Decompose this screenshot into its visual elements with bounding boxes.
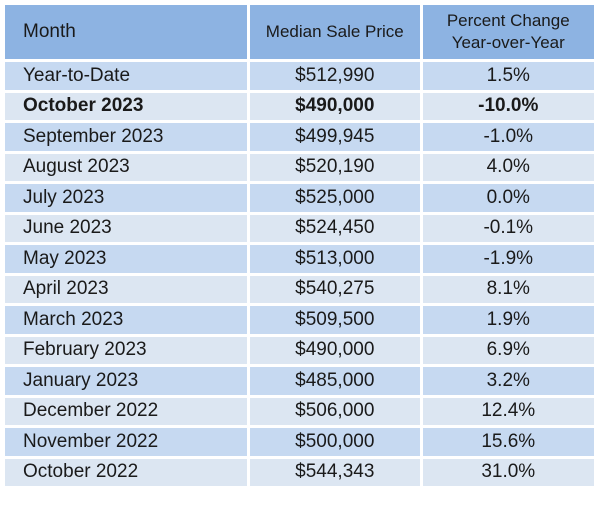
- cell-percent-change: -10.0%: [422, 92, 594, 120]
- cell-median-sale-price: $490,000: [250, 336, 420, 364]
- cell-median-sale-price: $512,990: [250, 62, 420, 90]
- table-row: July 2023 $525,000 0.0%: [5, 184, 594, 212]
- cell-month: April 2023: [5, 275, 248, 303]
- table-row: September 2023 $499,945 -1.0%: [5, 123, 594, 151]
- cell-percent-change: 12.4%: [422, 397, 594, 425]
- cell-percent-change: -1.0%: [422, 123, 594, 151]
- cell-month: June 2023: [5, 214, 248, 242]
- table-row: December 2022 $506,000 12.4%: [5, 397, 594, 425]
- column-header-percent-change-line1: Percent Change: [446, 11, 570, 30]
- table-row: October 2022 $544,343 31.0%: [5, 458, 594, 486]
- cell-month: November 2022: [5, 428, 248, 456]
- cell-month: Year-to-Date: [5, 62, 248, 90]
- table-row: August 2023 $520,190 4.0%: [5, 153, 594, 181]
- cell-percent-change: 15.6%: [422, 428, 594, 456]
- cell-percent-change: 0.0%: [422, 184, 594, 212]
- table-header: Month Median Sale Price Percent Change Y…: [5, 5, 594, 59]
- column-header-median-sale-price: Median Sale Price: [250, 5, 420, 59]
- cell-month: July 2023: [5, 184, 248, 212]
- table-row: January 2023 $485,000 3.2%: [5, 367, 594, 395]
- cell-percent-change: 1.5%: [422, 62, 594, 90]
- cell-median-sale-price: $499,945: [250, 123, 420, 151]
- cell-percent-change: 3.2%: [422, 367, 594, 395]
- cell-median-sale-price: $524,450: [250, 214, 420, 242]
- cell-month: October 2023: [5, 92, 248, 120]
- table-row: November 2022 $500,000 15.6%: [5, 428, 594, 456]
- median-price-table: Month Median Sale Price Percent Change Y…: [2, 2, 597, 489]
- cell-median-sale-price: $513,000: [250, 245, 420, 273]
- cell-month: September 2023: [5, 123, 248, 151]
- table-row: June 2023 $524,450 -0.1%: [5, 214, 594, 242]
- cell-median-sale-price: $485,000: [250, 367, 420, 395]
- table-row: Year-to-Date $512,990 1.5%: [5, 62, 594, 90]
- cell-median-sale-price: $540,275: [250, 275, 420, 303]
- cell-month: October 2022: [5, 458, 248, 486]
- cell-median-sale-price: $490,000: [250, 92, 420, 120]
- column-header-month: Month: [5, 5, 248, 59]
- column-header-percent-change: Percent Change Year-over-Year: [422, 5, 594, 59]
- cell-month: May 2023: [5, 245, 248, 273]
- table-row: April 2023 $540,275 8.1%: [5, 275, 594, 303]
- cell-percent-change: -1.9%: [422, 245, 594, 273]
- cell-median-sale-price: $544,343: [250, 458, 420, 486]
- cell-percent-change: 31.0%: [422, 458, 594, 486]
- cell-month: January 2023: [5, 367, 248, 395]
- table-row: February 2023 $490,000 6.9%: [5, 336, 594, 364]
- cell-month: August 2023: [5, 153, 248, 181]
- cell-percent-change: 8.1%: [422, 275, 594, 303]
- cell-median-sale-price: $509,500: [250, 306, 420, 334]
- cell-month: February 2023: [5, 336, 248, 364]
- table-row: March 2023 $509,500 1.9%: [5, 306, 594, 334]
- cell-median-sale-price: $525,000: [250, 184, 420, 212]
- column-header-percent-change-line2: Year-over-Year: [451, 33, 565, 52]
- cell-percent-change: 4.0%: [422, 153, 594, 181]
- table-row: October 2023 $490,000 -10.0%: [5, 92, 594, 120]
- cell-month: December 2022: [5, 397, 248, 425]
- table-body: Year-to-Date $512,990 1.5% October 2023 $490…: [5, 62, 594, 486]
- cell-percent-change: -0.1%: [422, 214, 594, 242]
- cell-median-sale-price: $500,000: [250, 428, 420, 456]
- table-row: May 2023 $513,000 -1.9%: [5, 245, 594, 273]
- cell-percent-change: 6.9%: [422, 336, 594, 364]
- header-row: Month Median Sale Price Percent Change Y…: [5, 5, 594, 59]
- cell-percent-change: 1.9%: [422, 306, 594, 334]
- cell-median-sale-price: $520,190: [250, 153, 420, 181]
- cell-month: March 2023: [5, 306, 248, 334]
- cell-median-sale-price: $506,000: [250, 397, 420, 425]
